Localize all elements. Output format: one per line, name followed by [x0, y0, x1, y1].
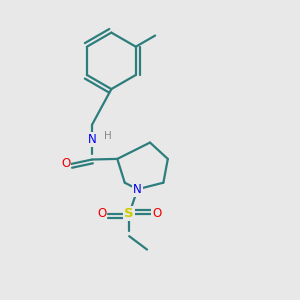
Text: N: N — [133, 183, 142, 196]
Text: O: O — [152, 207, 161, 220]
Text: O: O — [61, 158, 70, 170]
Text: O: O — [97, 207, 106, 220]
Text: N: N — [88, 133, 96, 146]
Text: H: H — [103, 131, 111, 141]
Text: S: S — [124, 207, 134, 220]
